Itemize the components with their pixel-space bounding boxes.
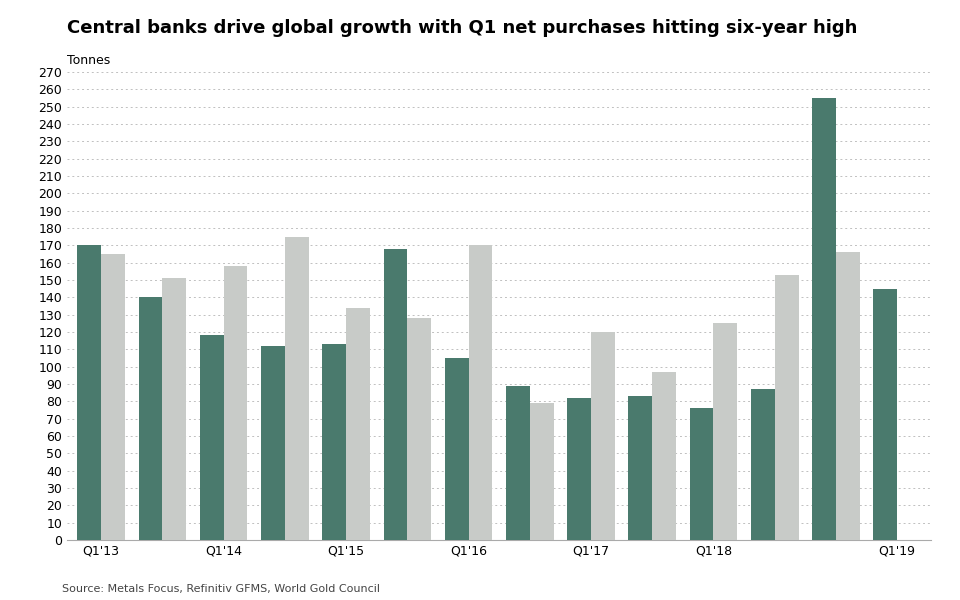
Bar <box>78 245 101 540</box>
Bar <box>836 252 860 540</box>
Bar <box>444 358 468 540</box>
Bar <box>468 245 492 540</box>
Bar <box>775 275 799 540</box>
Bar <box>347 308 370 540</box>
Bar <box>812 98 836 540</box>
Bar <box>591 332 614 540</box>
Bar <box>138 298 162 540</box>
Bar <box>874 289 898 540</box>
Bar <box>629 396 652 540</box>
Bar <box>200 335 224 540</box>
Text: Source: Metals Focus, Refinitiv GFMS, World Gold Council: Source: Metals Focus, Refinitiv GFMS, Wo… <box>62 584 380 594</box>
Bar <box>261 346 285 540</box>
Bar <box>567 398 591 540</box>
Bar <box>751 389 775 540</box>
Bar <box>224 266 248 540</box>
Bar <box>323 344 347 540</box>
Bar <box>407 318 431 540</box>
Bar <box>384 249 407 540</box>
Bar <box>101 254 125 540</box>
Bar <box>713 323 737 540</box>
Bar <box>285 236 309 540</box>
Bar <box>162 278 186 540</box>
Bar <box>506 386 530 540</box>
Bar <box>530 403 554 540</box>
Bar <box>652 372 676 540</box>
Text: Tonnes: Tonnes <box>67 55 110 67</box>
Bar <box>689 408 713 540</box>
Text: Central banks drive global growth with Q1 net purchases hitting six-year high: Central banks drive global growth with Q… <box>67 19 857 37</box>
